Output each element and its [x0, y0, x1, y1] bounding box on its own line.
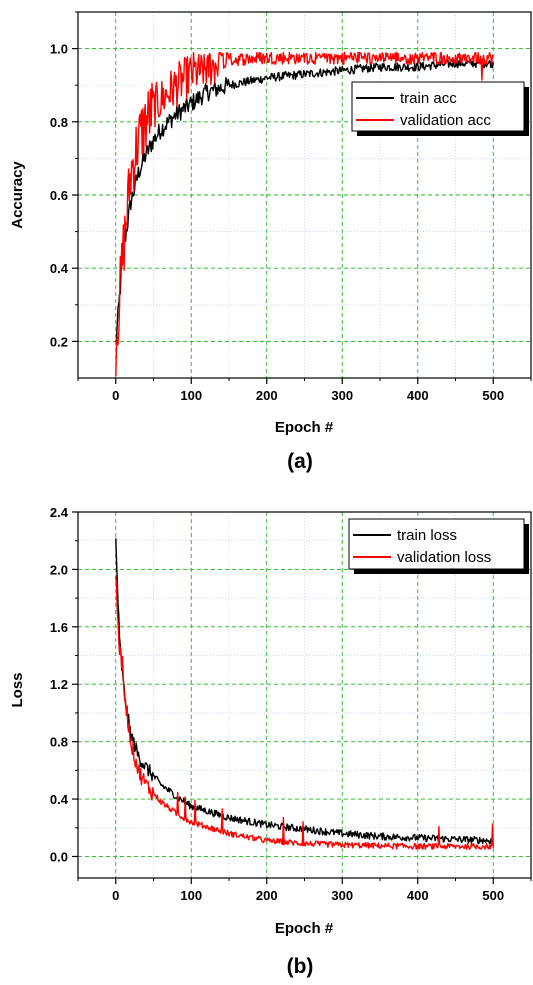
- loss-y-tick-label: 0.4: [50, 792, 69, 807]
- accuracy-y-tick-label: 0.6: [50, 188, 68, 203]
- accuracy-y-tick-label: 0.2: [50, 334, 68, 349]
- loss-x-tick-label: 500: [482, 888, 504, 903]
- accuracy-legend-box: [351, 81, 525, 132]
- loss-legend-box: [348, 518, 525, 570]
- accuracy-x-tick-label: 200: [256, 388, 278, 403]
- loss-legend-label-validation: validation loss: [397, 549, 491, 566]
- accuracy-y-tick-label: 0.8: [50, 115, 68, 130]
- accuracy-y-tick-label: 0.4: [50, 261, 69, 276]
- accuracy-grid: [77, 11, 532, 378]
- loss-series-train-line: [115, 538, 494, 845]
- loss-series: [115, 538, 494, 850]
- loss-y-tick-label: 2.0: [50, 562, 68, 577]
- accuracy-series-validation-line: [115, 51, 494, 377]
- accuracy-x-tick-label: 0: [112, 388, 119, 403]
- loss-x-tick-label: 300: [331, 888, 353, 903]
- loss-chart: 0 100 200 300 400 500 0.0 0.4 0.8 1.2 1.6 2.0 2.4 Ep…: [9, 505, 532, 978]
- accuracy-ticks: 0 100 200 300 400 500 0.2 0.4 0.6 0.8 1.0: [50, 11, 532, 403]
- loss-caption: (b): [287, 955, 314, 978]
- accuracy-y-tick-label: 1.0: [50, 42, 68, 57]
- loss-y-tick-label: 0.0: [50, 849, 68, 864]
- accuracy-x-tick-label: 500: [482, 388, 504, 403]
- accuracy-x-tick-label: 300: [331, 388, 353, 403]
- loss-legend: train loss validation loss: [348, 518, 529, 574]
- loss-y-axis-label: Loss: [9, 672, 26, 707]
- loss-y-tick-label: 2.4: [50, 505, 69, 520]
- accuracy-legend-label-train: train acc: [400, 90, 457, 107]
- loss-x-tick-label: 200: [256, 888, 278, 903]
- loss-x-tick-label: 400: [407, 888, 429, 903]
- accuracy-x-tick-label: 100: [180, 388, 202, 403]
- accuracy-x-axis-label: Epoch #: [275, 419, 334, 436]
- loss-legend-label-train: train loss: [397, 527, 457, 544]
- accuracy-y-axis-label: Accuracy: [9, 161, 26, 229]
- accuracy-x-tick-label: 400: [407, 388, 429, 403]
- accuracy-legend: train acc validation acc: [351, 81, 529, 136]
- loss-y-tick-label: 1.2: [50, 677, 68, 692]
- loss-x-tick-label: 100: [180, 888, 202, 903]
- loss-x-axis-label: Epoch #: [275, 920, 334, 937]
- loss-y-tick-label: 0.8: [50, 735, 68, 750]
- accuracy-legend-label-validation: validation acc: [400, 112, 491, 129]
- accuracy-series-train-line: [115, 58, 494, 343]
- loss-y-tick-label: 1.6: [50, 620, 68, 635]
- loss-ticks: 0 100 200 300 400 500 0.0 0.4 0.8 1.2 1.6 2.0 2.4: [50, 505, 532, 903]
- accuracy-series: [115, 51, 494, 377]
- loss-series-validation-line: [115, 576, 494, 850]
- loss-x-tick-label: 0: [112, 888, 119, 903]
- accuracy-caption: (a): [287, 450, 313, 473]
